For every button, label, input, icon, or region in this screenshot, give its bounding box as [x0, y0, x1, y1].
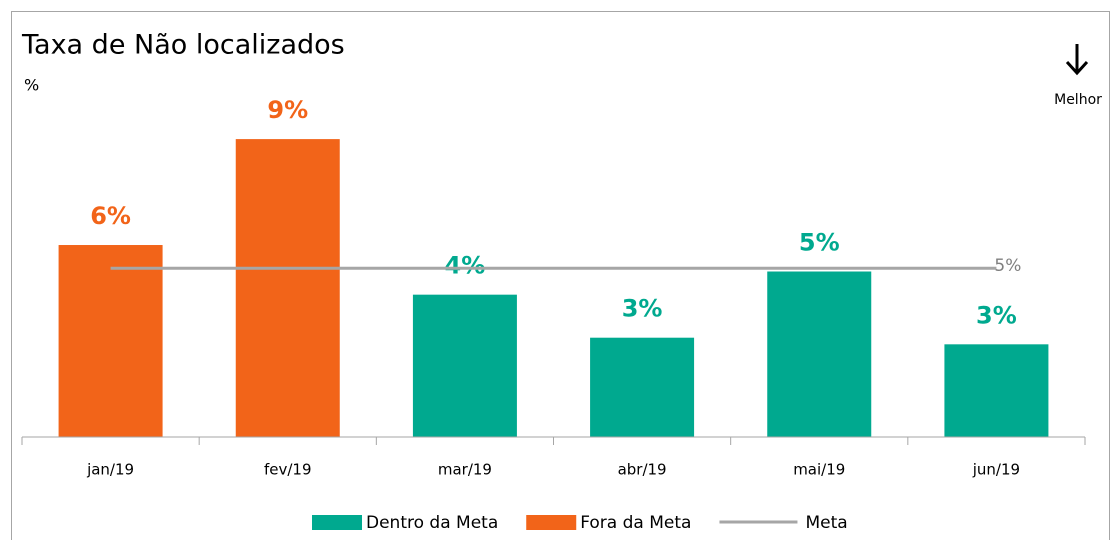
bar — [412, 294, 517, 437]
bar — [767, 271, 872, 437]
bar — [58, 245, 163, 437]
x-tick-label: jan/19 — [86, 461, 134, 479]
data-label: 3% — [622, 295, 663, 323]
bar — [235, 139, 340, 437]
unit-label: % — [24, 76, 39, 95]
x-tick-label: abr/19 — [618, 461, 667, 479]
chart-title: Taxa de Não localizados — [21, 30, 345, 61]
annotation: Melhor — [1054, 92, 1102, 108]
legend-label: Meta — [805, 513, 847, 533]
x-tick-label: jun/19 — [972, 461, 1020, 479]
bar — [944, 344, 1049, 437]
data-label: 5% — [799, 229, 840, 257]
legend-swatch — [526, 515, 577, 530]
data-label: 4% — [445, 252, 486, 280]
reference-label: 5% — [994, 256, 1021, 276]
legend-label: Dentro da Meta — [366, 513, 498, 533]
data-label: 9% — [267, 96, 308, 124]
legend-label: Fora da Meta — [580, 513, 691, 533]
legend-swatch — [312, 515, 362, 530]
x-tick-label: mar/19 — [438, 461, 492, 479]
bar — [590, 337, 695, 437]
chart-border — [11, 11, 1110, 540]
x-tick-label: fev/19 — [264, 461, 312, 479]
better-arrow — [1065, 44, 1089, 76]
x-tick-label: mai/19 — [793, 461, 845, 479]
data-label: 6% — [90, 202, 131, 230]
data-label: 3% — [976, 301, 1017, 329]
